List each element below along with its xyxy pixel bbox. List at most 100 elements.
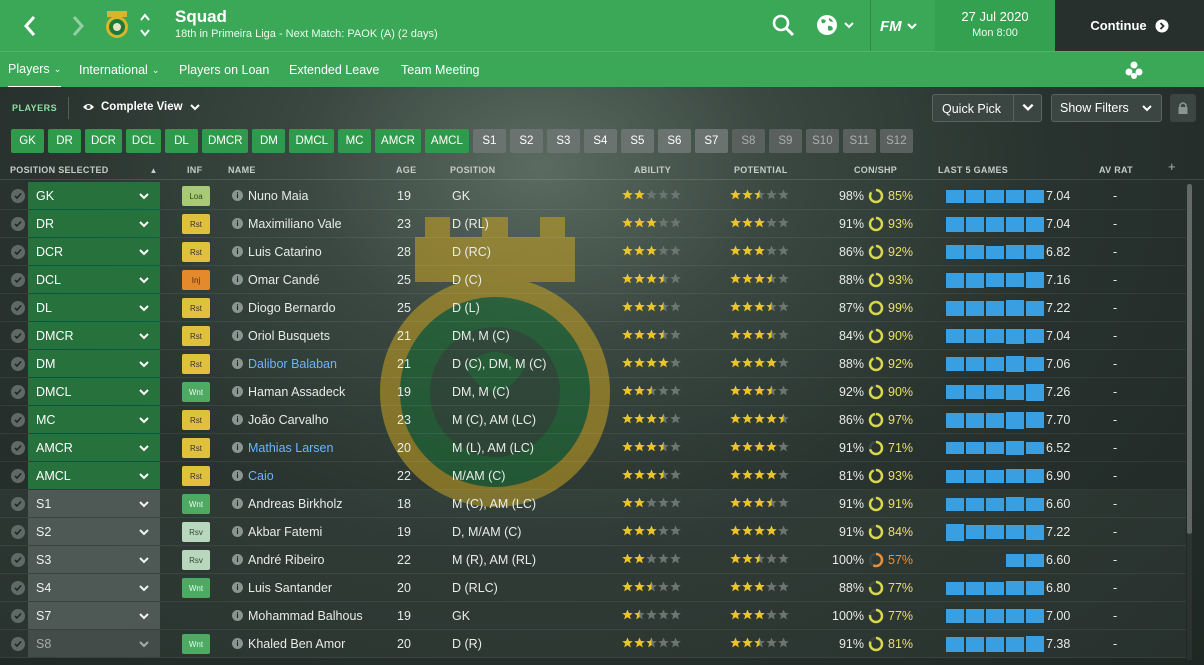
player-name[interactable]: Diogo Bernardo <box>248 301 336 315</box>
player-name[interactable]: Oriol Busquets <box>248 329 330 343</box>
status-badge[interactable]: Wnt <box>182 494 210 514</box>
select-checkbox[interactable] <box>11 413 25 427</box>
info-icon[interactable]: i <box>232 638 243 649</box>
player-name[interactable]: Nuno Maia <box>248 189 309 203</box>
club-switch-icon[interactable] <box>138 10 152 40</box>
position-dropdown[interactable]: AMCR <box>28 434 160 461</box>
table-row[interactable]: DCR Rst i Luis Catarino 28 D (RC) 86% 92% 6.82 - <box>0 238 1186 266</box>
select-checkbox[interactable] <box>11 637 25 651</box>
select-checkbox[interactable] <box>11 581 25 595</box>
info-icon[interactable]: i <box>232 330 243 341</box>
info-icon[interactable]: i <box>232 218 243 229</box>
info-icon[interactable]: i <box>232 610 243 621</box>
select-checkbox[interactable] <box>11 609 25 623</box>
status-badge[interactable]: Rsv <box>182 550 210 570</box>
position-chip-dl[interactable]: DL <box>164 129 198 153</box>
position-dropdown[interactable]: AMCL <box>28 462 160 489</box>
position-chip-s4[interactable]: S4 <box>583 129 617 153</box>
status-badge[interactable]: Rst <box>182 438 210 458</box>
player-name[interactable]: Dalibor Balaban <box>248 357 337 371</box>
column-header-potential[interactable]: POTENTIAL <box>734 165 788 175</box>
view-selector[interactable]: Complete View <box>82 101 201 113</box>
select-checkbox[interactable] <box>11 301 25 315</box>
position-dropdown[interactable]: DCR <box>28 238 160 265</box>
table-row[interactable]: DR Rst i Maximiliano Vale 23 D (RL) 91% 93% 7.04… <box>0 210 1186 238</box>
squad-network-icon[interactable] <box>1124 60 1144 80</box>
tab-players[interactable]: Players ⌄ <box>8 52 62 88</box>
info-icon[interactable]: i <box>232 302 243 313</box>
table-row[interactable]: S7 i Mohammad Balhous 19 GK 100% 77% 7.00 - <box>0 602 1186 630</box>
position-dropdown[interactable]: S4 <box>28 574 160 601</box>
column-header-inf[interactable]: INF <box>187 165 203 175</box>
info-icon[interactable]: i <box>232 246 243 257</box>
position-chip-s2[interactable]: S2 <box>509 129 543 153</box>
lock-button[interactable] <box>1170 94 1196 122</box>
player-name[interactable]: Haman Assadeck <box>248 385 346 399</box>
select-checkbox[interactable] <box>11 385 25 399</box>
position-chip-s11[interactable]: S11 <box>842 129 876 153</box>
table-row[interactable]: DL Rst i Diogo Bernardo 25 D (L) 87% 99% 7.22 - <box>0 294 1186 322</box>
info-icon[interactable]: i <box>232 442 243 453</box>
select-checkbox[interactable] <box>11 245 25 259</box>
info-icon[interactable]: i <box>232 470 243 481</box>
position-dropdown[interactable]: DCL <box>28 266 160 293</box>
player-name[interactable]: André Ribeiro <box>248 553 325 567</box>
position-chip-dmcr[interactable]: DMCR <box>201 129 249 153</box>
position-chip-s6[interactable]: S6 <box>657 129 691 153</box>
player-name[interactable]: Omar Candé <box>248 273 320 287</box>
position-chip-dmcl[interactable]: DMCL <box>289 129 335 153</box>
position-dropdown[interactable]: DL <box>28 294 160 321</box>
position-chip-dm[interactable]: DM <box>252 129 286 153</box>
position-chip-s1[interactable]: S1 <box>472 129 506 153</box>
table-row[interactable]: GK Loa i Nuno Maia 19 GK 98% 85% 7.04 - <box>0 182 1186 210</box>
table-row[interactable]: DM Rst i Dalibor Balaban 21 D (C), DM, M (C) 8… <box>0 350 1186 378</box>
status-badge[interactable]: Rst <box>182 242 210 262</box>
status-badge[interactable]: Rst <box>182 410 210 430</box>
position-dropdown[interactable]: GK <box>28 182 160 209</box>
table-row[interactable]: S2 Rsv i Akbar Fatemi 19 D, M/AM (C) 91% 84% 7.2… <box>0 518 1186 546</box>
back-button[interactable] <box>12 8 48 44</box>
position-chip-s9[interactable]: S9 <box>768 129 802 153</box>
position-chip-mc[interactable]: MC <box>338 129 372 153</box>
select-checkbox[interactable] <box>11 441 25 455</box>
info-icon[interactable]: i <box>232 358 243 369</box>
info-icon[interactable]: i <box>232 190 243 201</box>
status-badge[interactable]: Rst <box>182 214 210 234</box>
quick-pick-button[interactable]: Quick Pick <box>932 94 1042 122</box>
table-row[interactable]: S8 Wnt i Khaled Ben Amor 20 D (R) 91% 81% 7.38 - <box>0 630 1186 658</box>
position-dropdown[interactable]: DMCL <box>28 378 160 405</box>
column-header-av-rat[interactable]: AV RAT <box>1099 165 1133 175</box>
player-name[interactable]: Luis Catarino <box>248 245 322 259</box>
show-filters-button[interactable]: Show Filters <box>1051 94 1162 122</box>
select-checkbox[interactable] <box>11 217 25 231</box>
select-checkbox[interactable] <box>11 553 25 567</box>
table-row[interactable]: S3 Rsv i André Ribeiro 22 M (R), AM (RL) 100% 5… <box>0 546 1186 574</box>
tab-players-on-loan[interactable]: Players on Loan <box>179 52 269 88</box>
table-row[interactable]: AMCR Rst i Mathias Larsen 20 M (L), AM (LC) 91… <box>0 434 1186 462</box>
club-crest-icon[interactable] <box>104 10 130 40</box>
position-dropdown[interactable]: S2 <box>28 518 160 545</box>
position-dropdown[interactable]: DR <box>28 210 160 237</box>
position-chip-s12[interactable]: S12 <box>879 129 913 153</box>
position-chip-amcr[interactable]: AMCR <box>375 129 421 153</box>
add-column-icon[interactable]: + <box>1168 159 1176 174</box>
tab-extended-leave[interactable]: Extended Leave <box>289 52 379 88</box>
position-chip-s10[interactable]: S10 <box>805 129 839 153</box>
column-header-con-shp[interactable]: CON/SHP <box>854 165 898 175</box>
search-icon[interactable] <box>770 12 796 38</box>
column-header-ability[interactable]: ABILITY <box>634 165 672 175</box>
table-row[interactable]: AMCL Rst i Caio 22 M/AM (C) 81% 93% 6.90 - <box>0 462 1186 490</box>
column-header-last5[interactable]: LAST 5 GAMES <box>938 165 1009 175</box>
status-badge[interactable]: Wnt <box>182 382 210 402</box>
world-menu-button[interactable] <box>815 12 863 38</box>
date-display[interactable]: 27 Jul 2020 Mon 8:00 <box>935 0 1055 51</box>
chevron-down-icon[interactable] <box>1021 100 1035 114</box>
position-dropdown[interactable]: S3 <box>28 546 160 573</box>
select-checkbox[interactable] <box>11 497 25 511</box>
status-badge[interactable]: Wnt <box>182 634 210 654</box>
tab-team-meeting[interactable]: Team Meeting <box>401 52 480 88</box>
position-chip-s7[interactable]: S7 <box>694 129 728 153</box>
select-checkbox[interactable] <box>11 469 25 483</box>
position-chip-dcl[interactable]: DCL <box>125 129 161 153</box>
position-chip-dcr[interactable]: DCR <box>85 129 122 153</box>
